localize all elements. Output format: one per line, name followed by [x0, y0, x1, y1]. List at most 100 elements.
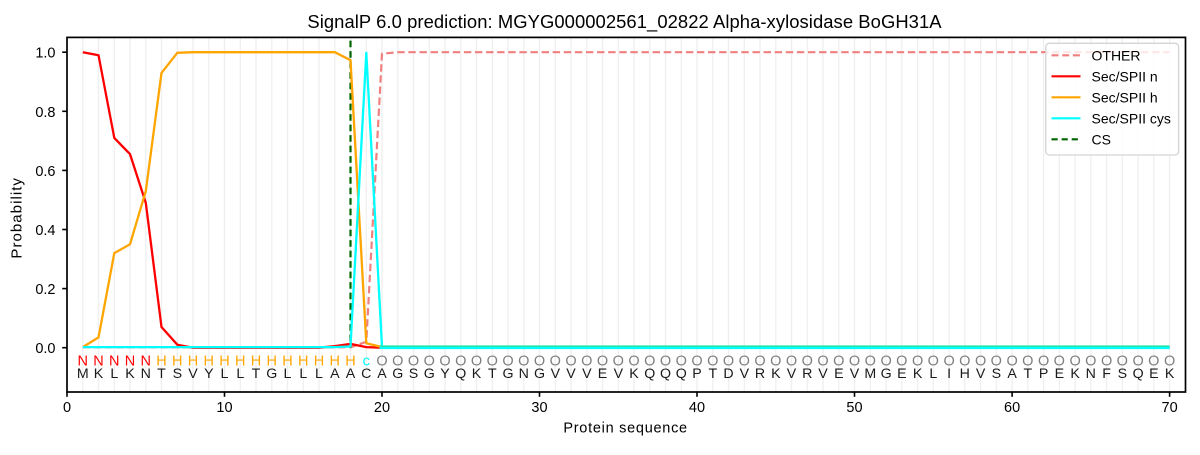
svg-text:O: O — [392, 354, 403, 370]
svg-text:70: 70 — [1162, 400, 1178, 416]
svg-text:H: H — [235, 354, 245, 370]
svg-text:H: H — [172, 354, 182, 370]
svg-text:O: O — [502, 354, 513, 370]
svg-text:V: V — [976, 366, 986, 382]
svg-text:O: O — [943, 354, 954, 370]
svg-text:H: H — [251, 354, 261, 370]
svg-text:S: S — [173, 366, 182, 382]
svg-text:T: T — [488, 366, 497, 382]
svg-text:V: V — [850, 366, 860, 382]
svg-text:50: 50 — [846, 400, 862, 416]
svg-text:S: S — [1118, 366, 1127, 382]
svg-text:O: O — [802, 354, 813, 370]
svg-text:O: O — [1069, 354, 1080, 370]
svg-text:N: N — [125, 354, 135, 370]
svg-text:A: A — [1007, 366, 1017, 382]
svg-text:K: K — [94, 366, 104, 382]
svg-text:L: L — [110, 366, 118, 382]
svg-text:K: K — [629, 366, 639, 382]
svg-text:A: A — [346, 366, 356, 382]
svg-text:H: H — [314, 354, 324, 370]
svg-text:O: O — [1117, 354, 1128, 370]
svg-text:60: 60 — [1004, 400, 1020, 416]
svg-text:K: K — [1165, 366, 1175, 382]
svg-text:O: O — [817, 354, 828, 370]
svg-text:Sec/SPII cys: Sec/SPII cys — [1092, 110, 1171, 126]
svg-text:N: N — [93, 354, 103, 370]
svg-text:E: E — [598, 366, 607, 382]
svg-text:0.8: 0.8 — [35, 105, 55, 121]
svg-text:V: V — [582, 366, 592, 382]
svg-text:Q: Q — [644, 366, 655, 382]
svg-text:H: H — [282, 354, 292, 370]
svg-text:S: S — [992, 366, 1001, 382]
svg-text:O: O — [786, 354, 797, 370]
svg-text:O: O — [707, 354, 718, 370]
svg-text:O: O — [1148, 354, 1159, 370]
svg-text:O: O — [581, 354, 592, 370]
svg-text:V: V — [566, 366, 576, 382]
svg-text:H: H — [219, 354, 229, 370]
svg-text:K: K — [472, 366, 482, 382]
svg-text:H: H — [345, 354, 355, 370]
svg-text:0.6: 0.6 — [35, 164, 55, 180]
svg-text:0.4: 0.4 — [35, 223, 55, 239]
svg-text:C: C — [361, 366, 371, 382]
svg-text:G: G — [881, 366, 892, 382]
svg-text:G: G — [534, 366, 545, 382]
svg-text:O: O — [833, 354, 844, 370]
svg-text:O: O — [644, 354, 655, 370]
svg-text:E: E — [897, 366, 906, 382]
svg-text:O: O — [455, 354, 466, 370]
svg-text:D: D — [723, 366, 733, 382]
svg-text:O: O — [865, 354, 876, 370]
svg-text:G: G — [266, 366, 277, 382]
svg-text:O: O — [1054, 354, 1065, 370]
svg-text:O: O — [534, 354, 545, 370]
svg-text:O: O — [550, 354, 561, 370]
svg-text:O: O — [723, 354, 734, 370]
svg-text:K: K — [125, 366, 135, 382]
svg-text:O: O — [1132, 354, 1143, 370]
svg-text:Q: Q — [455, 366, 466, 382]
svg-text:O: O — [439, 354, 450, 370]
svg-text:O: O — [597, 354, 608, 370]
svg-text:O: O — [1164, 354, 1175, 370]
svg-text:Probability: Probability — [9, 177, 26, 259]
svg-text:H: H — [330, 354, 340, 370]
svg-text:Y: Y — [204, 366, 214, 382]
svg-text:R: R — [755, 366, 765, 382]
svg-text:1.0: 1.0 — [35, 46, 55, 62]
svg-text:O: O — [565, 354, 576, 370]
svg-text:G: G — [502, 366, 513, 382]
svg-text:N: N — [1086, 366, 1096, 382]
svg-text:O: O — [660, 354, 671, 370]
svg-text:E: E — [834, 366, 843, 382]
svg-text:O: O — [739, 354, 750, 370]
svg-text:O: O — [928, 354, 939, 370]
svg-text:T: T — [708, 366, 717, 382]
svg-text:P: P — [1039, 366, 1048, 382]
svg-text:T: T — [252, 366, 261, 382]
svg-text:L: L — [284, 366, 292, 382]
svg-text:SignalP 6.0 prediction: MGYG00: SignalP 6.0 prediction: MGYG000002561_02… — [307, 11, 942, 33]
svg-text:Sec/SPII h: Sec/SPII h — [1092, 89, 1158, 105]
svg-text:K: K — [771, 366, 781, 382]
svg-text:V: V — [818, 366, 828, 382]
svg-text:0.2: 0.2 — [35, 282, 55, 298]
svg-text:S: S — [409, 366, 418, 382]
svg-text:L: L — [236, 366, 244, 382]
svg-text:40: 40 — [689, 400, 705, 416]
svg-text:N: N — [78, 354, 88, 370]
svg-text:O: O — [613, 354, 624, 370]
svg-text:O: O — [849, 354, 860, 370]
svg-text:Y: Y — [440, 366, 450, 382]
svg-text:O: O — [770, 354, 781, 370]
svg-text:M: M — [77, 366, 89, 382]
svg-text:N: N — [141, 354, 151, 370]
svg-text:T: T — [1023, 366, 1032, 382]
svg-text:V: V — [551, 366, 561, 382]
svg-text:c: c — [363, 354, 370, 370]
svg-text:CS: CS — [1092, 131, 1111, 147]
svg-text:H: H — [267, 354, 277, 370]
